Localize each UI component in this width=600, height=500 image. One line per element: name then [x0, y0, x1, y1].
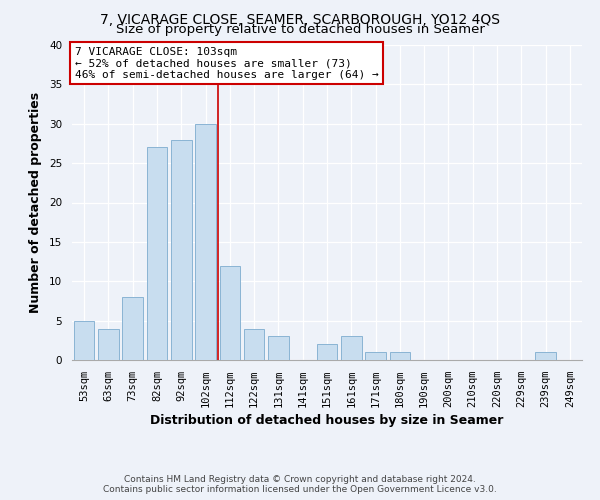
Bar	[74, 320, 94, 360]
Text: 7 VICARAGE CLOSE: 103sqm
← 52% of detached houses are smaller (73)
46% of semi-d: 7 VICARAGE CLOSE: 103sqm ← 52% of detach…	[74, 46, 379, 80]
Bar	[146, 148, 167, 360]
Bar	[220, 266, 240, 360]
Text: 7, VICARAGE CLOSE, SEAMER, SCARBOROUGH, YO12 4QS: 7, VICARAGE CLOSE, SEAMER, SCARBOROUGH, …	[100, 12, 500, 26]
Bar	[341, 336, 362, 360]
X-axis label: Distribution of detached houses by size in Seamer: Distribution of detached houses by size …	[151, 414, 503, 427]
Bar	[122, 297, 143, 360]
Bar	[365, 352, 386, 360]
Bar	[268, 336, 289, 360]
Text: Size of property relative to detached houses in Seamer: Size of property relative to detached ho…	[116, 22, 484, 36]
Bar	[535, 352, 556, 360]
Bar	[171, 140, 191, 360]
Y-axis label: Number of detached properties: Number of detached properties	[29, 92, 42, 313]
Bar	[317, 344, 337, 360]
Bar	[98, 328, 119, 360]
Bar	[244, 328, 265, 360]
Bar	[389, 352, 410, 360]
Bar	[195, 124, 216, 360]
Text: Contains HM Land Registry data © Crown copyright and database right 2024.
Contai: Contains HM Land Registry data © Crown c…	[103, 474, 497, 494]
